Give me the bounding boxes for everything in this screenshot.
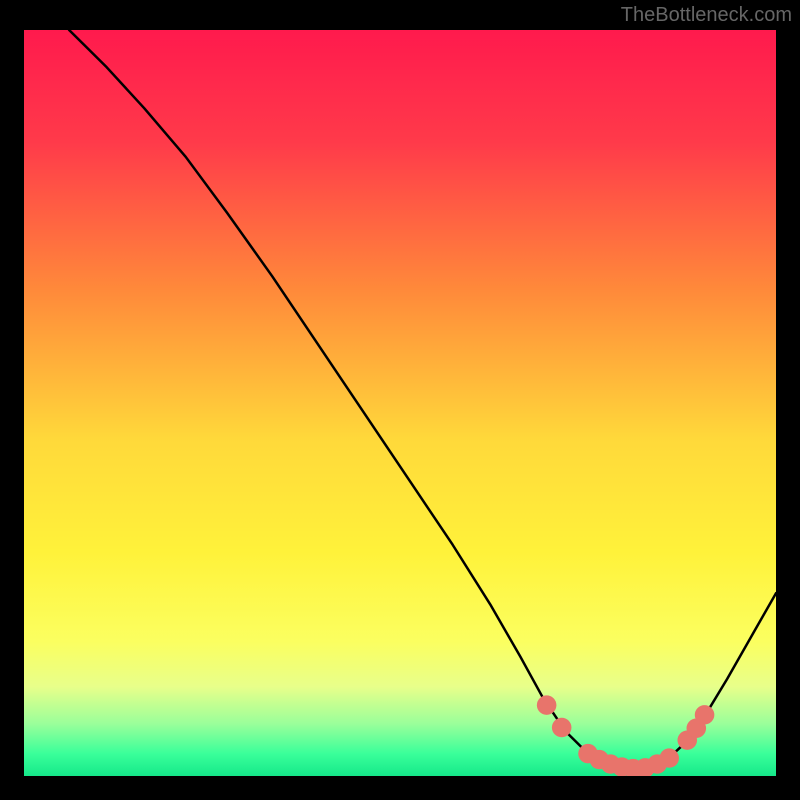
curve-marker — [552, 718, 572, 737]
chart-plot-area — [24, 30, 776, 776]
bottleneck-curve — [69, 30, 776, 769]
curve-marker — [537, 695, 557, 714]
watermark-text: TheBottleneck.com — [621, 4, 792, 27]
curve-marker — [695, 705, 715, 724]
curve-markers — [537, 695, 714, 776]
curve-marker — [659, 748, 679, 767]
chart-curve-layer — [24, 30, 776, 776]
